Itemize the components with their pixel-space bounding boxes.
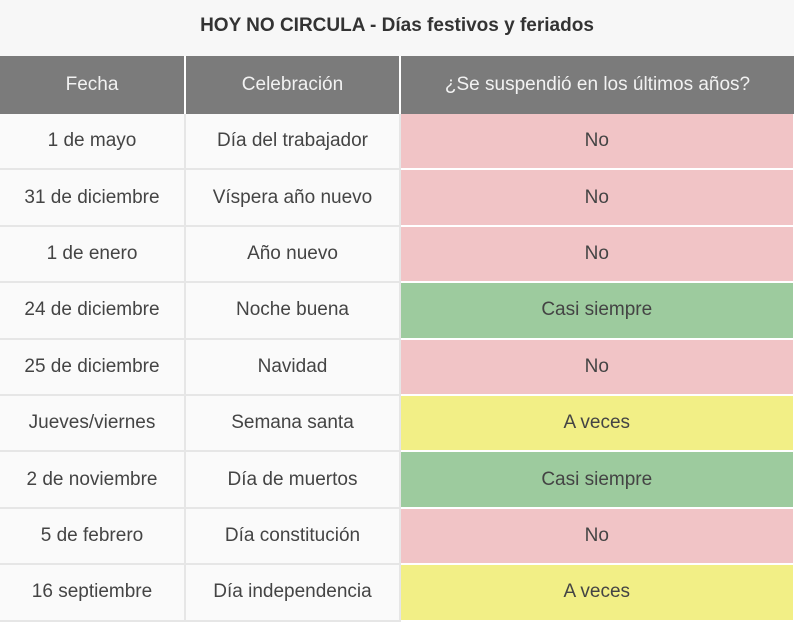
status-cell: No (400, 507, 794, 566)
fecha-cell: 5 de febrero (0, 507, 186, 566)
table-row: 2 de noviembre Día de muertos Casi siempre (0, 451, 794, 509)
table-title: HOY NO CIRCULA - Días festivos y feriado… (0, 0, 794, 56)
celebracion-cell: Víspera año nuevo (185, 169, 401, 227)
celebracion-cell: Navidad (185, 338, 401, 396)
fecha-cell: 1 de mayo (0, 114, 186, 171)
holidays-table: Fecha Celebración ¿Se suspendió en los ú… (0, 56, 794, 622)
table-row: 5 de febrero Día constitución No (0, 507, 794, 566)
celebracion-cell: Día independencia (185, 564, 401, 622)
status-cell: No (400, 114, 794, 171)
status-cell: No (400, 338, 794, 396)
celebracion-cell: Año nuevo (185, 225, 401, 284)
fecha-cell: 1 de enero (0, 225, 186, 284)
status-cell: No (400, 169, 794, 227)
celebracion-cell: Día de muertos (185, 451, 401, 509)
status-cell: Casi siempre (400, 282, 794, 340)
status-cell: Casi siempre (400, 451, 794, 509)
fecha-cell: 2 de noviembre (0, 451, 186, 509)
celebracion-cell: Semana santa (185, 394, 401, 453)
header-row: Fecha Celebración ¿Se suspendió en los ú… (0, 56, 794, 114)
header-celebracion: Celebración (185, 56, 401, 114)
status-cell: A veces (400, 394, 794, 453)
header-suspendido: ¿Se suspendió en los últimos años? (400, 56, 794, 114)
table-row: 1 de enero Año nuevo No (0, 225, 794, 284)
fecha-cell: 16 septiembre (0, 564, 186, 622)
celebracion-cell: Día constitución (185, 507, 401, 566)
table-row: 16 septiembre Día independencia A veces (0, 564, 794, 622)
status-cell: No (400, 225, 794, 284)
fecha-cell: 31 de diciembre (0, 169, 186, 227)
celebracion-cell: Noche buena (185, 282, 401, 340)
fecha-cell: 24 de diciembre (0, 282, 186, 340)
table-row: 1 de mayo Día del trabajador No (0, 114, 794, 171)
table-row: 24 de diciembre Noche buena Casi siempre (0, 282, 794, 340)
celebracion-cell: Día del trabajador (185, 114, 401, 171)
table-row: 31 de diciembre Víspera año nuevo No (0, 169, 794, 227)
table-row: Jueves/viernes Semana santa A veces (0, 394, 794, 453)
header-fecha: Fecha (0, 56, 186, 114)
status-cell: A veces (400, 564, 794, 622)
table-row: 25 de diciembre Navidad No (0, 338, 794, 396)
fecha-cell: 25 de diciembre (0, 338, 186, 396)
fecha-cell: Jueves/viernes (0, 394, 186, 453)
